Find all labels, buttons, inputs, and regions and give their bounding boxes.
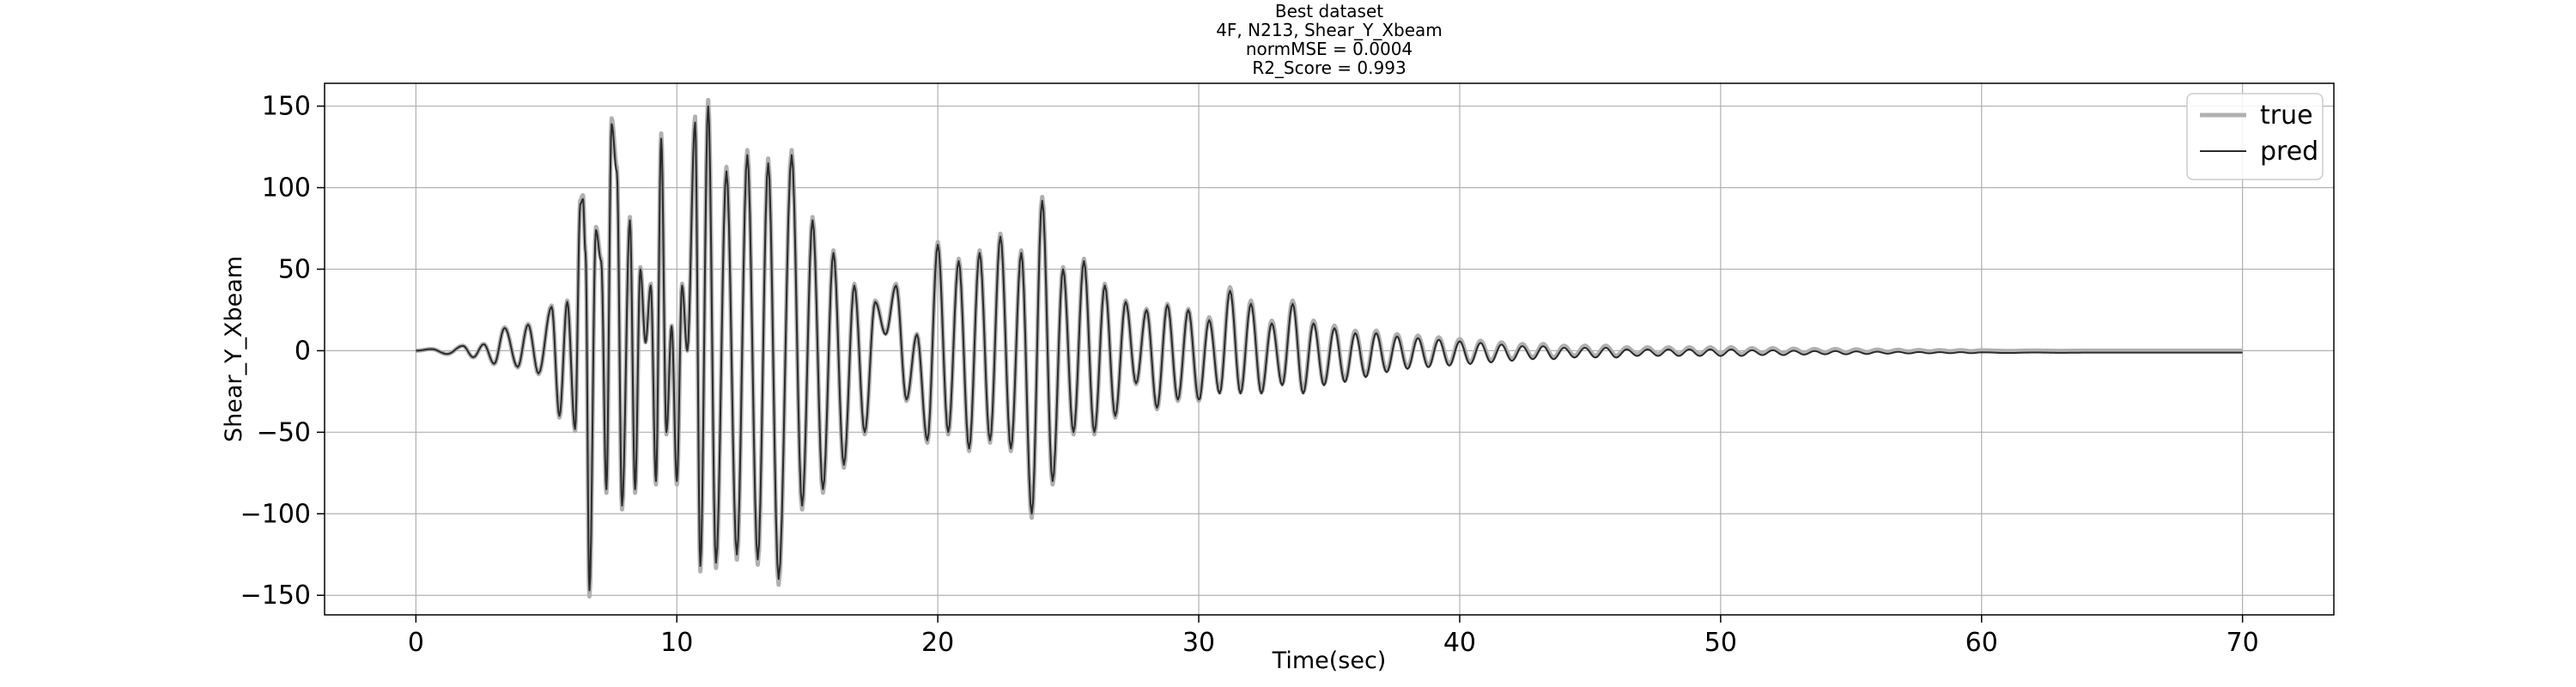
title-line: Best dataset	[1275, 1, 1383, 21]
legend: true pred	[2186, 93, 2324, 180]
y-tick-label: −50	[257, 417, 311, 447]
y-tick-label: 50	[278, 254, 311, 284]
plot-area	[416, 97, 2243, 599]
legend-label-true: true	[2260, 100, 2313, 131]
title-line: R2_Score = 0.993	[1252, 58, 1406, 78]
x-tick-label: 50	[1704, 628, 1737, 658]
x-tick-label: 30	[1182, 628, 1215, 658]
y-axis-label: Shear_Y_Xbeam	[221, 256, 247, 442]
x-tick-label: 40	[1443, 628, 1476, 658]
series-line-pred	[416, 105, 2243, 592]
x-tick-label: 60	[1965, 628, 1998, 658]
y-axis-ticks: −150 −100 −50 0 50 100 150	[240, 92, 325, 611]
x-tick-label: 70	[2227, 628, 2259, 658]
x-axis-label: Time(sec)	[1272, 647, 1387, 674]
x-tick-label: 10	[660, 628, 693, 658]
y-tick-label: −100	[240, 499, 311, 529]
y-tick-label: 0	[295, 336, 311, 366]
y-tick-label: 150	[262, 92, 311, 122]
y-tick-label: 100	[262, 173, 311, 204]
x-tick-label: 0	[408, 628, 424, 658]
y-tick-label: −150	[240, 581, 311, 611]
title-line: 4F, N213, Shear_Y_Xbeam	[1216, 20, 1443, 40]
plot-frame	[324, 82, 2335, 616]
series-line-true	[416, 97, 2243, 599]
x-axis-ticks: 0 10 20 30 40 50 60 70	[408, 615, 2259, 658]
legend-label-pred: pred	[2260, 137, 2318, 167]
title-line: normMSE = 0.0004	[1246, 39, 1413, 59]
x-tick-label: 20	[921, 628, 954, 658]
